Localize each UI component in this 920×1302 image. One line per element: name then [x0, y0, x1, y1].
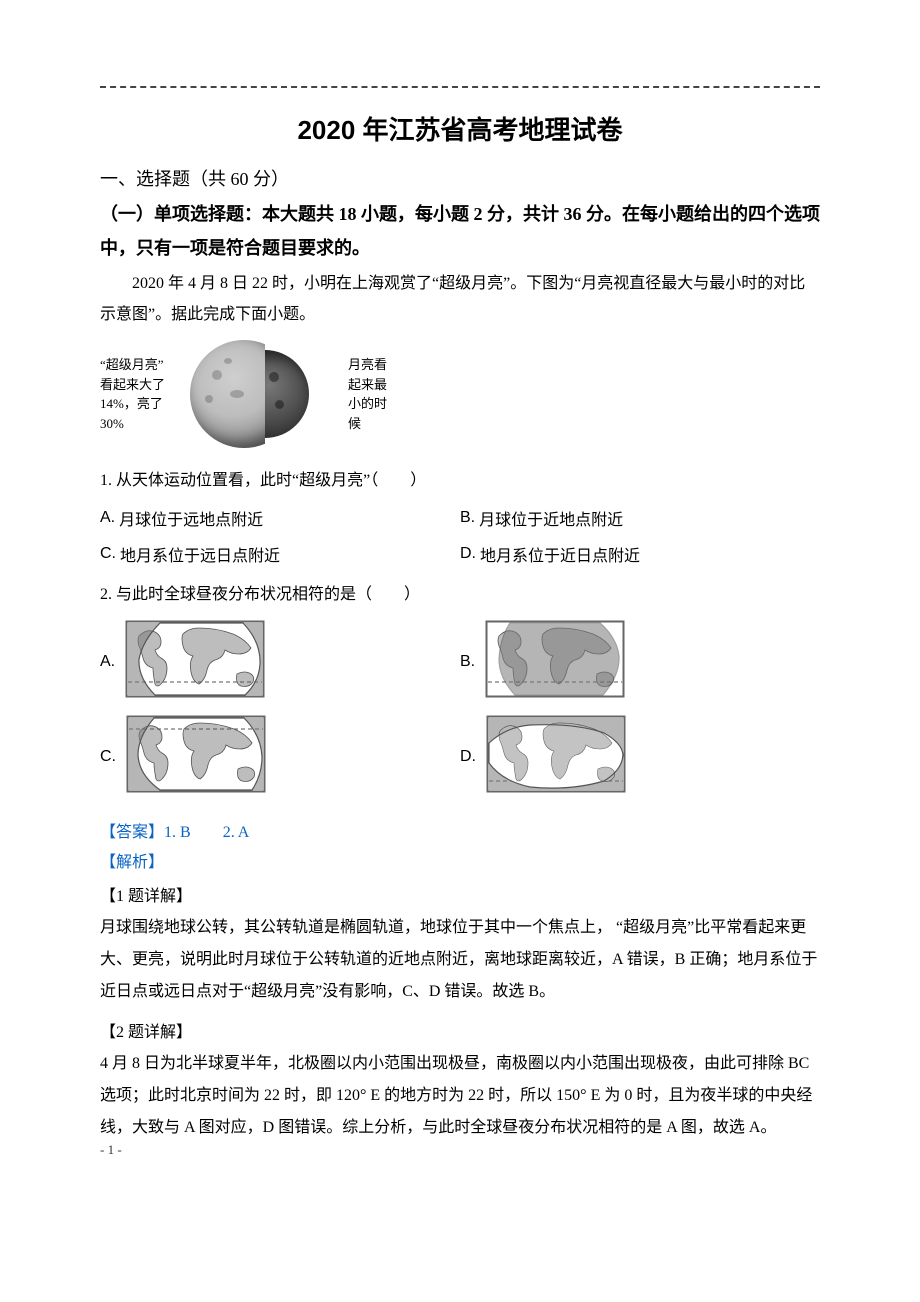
moon-left-l1: “超级月亮”	[100, 357, 164, 372]
passage-text: 2020 年 4 月 8 日 22 时，小明在上海观赏了“超级月亮”。下图为“月…	[100, 269, 820, 330]
moon-right-caption: 月亮看起来最小的时候	[348, 355, 388, 433]
moon-bright-half	[190, 340, 265, 448]
answer-label: 【答案】	[100, 824, 164, 841]
section-1-heading: 一、选择题（共 60 分）	[100, 165, 820, 191]
q2-a-label: A.	[100, 653, 115, 671]
q1-d-text: 地月系位于近日点附近	[480, 542, 640, 566]
q1-options: A.月球位于远地点附近 B.月球位于近地点附近 C.地月系位于远日点附近 D.地…	[100, 500, 820, 572]
q2-detail-body: 4 月 8 日为北半球夏半年，北极圈以内小范围出现极昼，南极圈以内小范围出现极夜…	[100, 1048, 820, 1144]
q1-stem: 1. 从天体运动位置看，此时“超级月亮”（ ）	[100, 466, 820, 490]
page-number: - 1 -	[100, 1142, 122, 1158]
section-1-sub: （一）单项选择题：本大题共 18 小题，每小题 2 分，共计 36 分。在每小题…	[100, 197, 820, 265]
moon-diagram	[190, 340, 340, 448]
q2-map-d	[486, 715, 626, 798]
moon-left-caption: “超级月亮” 看起来大了 14%，亮了 30%	[100, 355, 190, 433]
q2-map-b	[485, 620, 625, 703]
q1-b-text: 月球位于近地点附近	[479, 506, 623, 530]
q2-option-d: D.	[460, 715, 820, 798]
header-rule	[100, 86, 820, 88]
q2-options: A. B. C. D.	[100, 614, 820, 804]
page-title: 2020 年江苏省高考地理试卷	[100, 110, 820, 147]
moon-left-l4: 30%	[100, 416, 124, 431]
q2-option-b: B.	[460, 620, 820, 703]
exam-page: 2020 年江苏省高考地理试卷 一、选择题（共 60 分） （一）单项选择题：本…	[0, 0, 920, 1188]
moon-dark-half	[265, 340, 340, 448]
analysis-label: 【解析】	[100, 848, 820, 872]
q2-map-c	[126, 715, 266, 798]
answer-text: 1. B 2. A	[164, 824, 249, 841]
q2-detail-head: 【2 题详解】	[100, 1018, 820, 1042]
q2-b-label: B.	[460, 653, 475, 671]
q1-c-text: 地月系位于远日点附近	[120, 542, 280, 566]
q1-option-c: C.地月系位于远日点附近	[100, 542, 460, 566]
q1-detail-head: 【1 题详解】	[100, 882, 820, 906]
answer-line: 【答案】1. B 2. A	[100, 818, 820, 842]
q2-d-label: D.	[460, 748, 476, 766]
q1-option-b: B.月球位于近地点附近	[460, 506, 820, 530]
q2-option-a: A.	[100, 620, 460, 703]
q2-map-a	[125, 620, 265, 703]
moon-left-l3: 14%，亮了	[100, 396, 163, 411]
q1-detail-body: 月球围绕地球公转，其公转轨道是椭圆轨道，地球位于其中一个焦点上， “超级月亮”比…	[100, 912, 820, 1008]
q1-a-text: 月球位于远地点附近	[119, 506, 263, 530]
moon-figure: “超级月亮” 看起来大了 14%，亮了 30%	[100, 340, 820, 448]
q2-c-label: C.	[100, 748, 116, 766]
q1-option-d: D.地月系位于近日点附近	[460, 542, 820, 566]
moon-left-l2: 看起来大了	[100, 377, 165, 392]
q1-option-a: A.月球位于远地点附近	[100, 506, 460, 530]
q2-stem: 2. 与此时全球昼夜分布状况相符的是（ ）	[100, 580, 820, 604]
q2-option-c: C.	[100, 715, 460, 798]
